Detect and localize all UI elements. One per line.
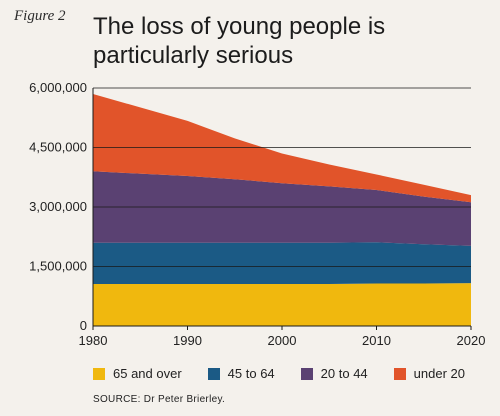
- x-tick-label: 1980: [79, 333, 108, 348]
- legend-item: 20 to 44: [300, 366, 368, 381]
- area-65-and-over: [93, 283, 471, 326]
- legend-swatch: [93, 367, 105, 380]
- legend-item: 45 to 64: [207, 366, 275, 381]
- y-tick-label: 0: [80, 318, 87, 333]
- x-axis: 1980 1990 2000 2010 2020: [79, 326, 486, 348]
- legend-swatch: [300, 367, 313, 380]
- figure-label: Figure 2: [14, 8, 66, 24]
- area-45-to-64: [93, 242, 471, 284]
- y-tick-label: 1,500,000: [29, 259, 87, 274]
- source-note: SOURCE: Dr Peter Brierley.: [93, 394, 226, 405]
- area-under-20: [93, 93, 471, 203]
- legend-label: under 20: [413, 366, 465, 381]
- area-layers: [93, 93, 471, 326]
- y-tick-label: 3,000,000: [29, 199, 87, 214]
- legend-item: under 20: [393, 366, 465, 381]
- legend-label: 65 and over: [113, 366, 182, 381]
- x-tick-label: 2020: [457, 333, 486, 348]
- legend: 65 and over 45 to 64 20 to 44 under 20: [93, 366, 491, 381]
- x-tick-label: 1990: [173, 333, 202, 348]
- y-axis: 0 1,500,000 3,000,000 4,500,000 6,000,000: [29, 80, 87, 333]
- y-tick-label: 4,500,000: [29, 140, 87, 155]
- gridlines: [92, 87, 471, 327]
- legend-label: 45 to 64: [227, 366, 275, 381]
- x-tick-label: 2010: [362, 333, 391, 348]
- y-tick-label: 6,000,000: [29, 80, 87, 95]
- legend-swatch: [207, 367, 220, 380]
- x-tick-label: 2000: [268, 333, 297, 348]
- chart-title: The loss of young people is particularly…: [93, 13, 386, 69]
- legend-swatch: [393, 367, 406, 380]
- legend-item: 65 and over: [93, 366, 182, 381]
- legend-label: 20 to 44: [320, 366, 368, 381]
